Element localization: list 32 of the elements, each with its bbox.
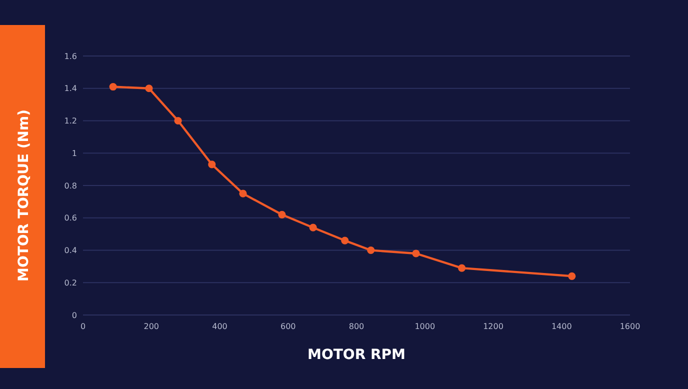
point <box>145 84 153 92</box>
point <box>239 190 247 198</box>
x-tick-label: 1400 <box>551 322 572 331</box>
x-tick-label: 200 <box>144 322 160 331</box>
x-axis-title: MOTOR RPM <box>308 347 406 363</box>
point <box>278 210 286 218</box>
point <box>174 116 182 125</box>
point <box>109 82 117 91</box>
y-tick-label: 0.8 <box>64 181 77 190</box>
x-tick-label: 1600 <box>620 322 640 331</box>
point <box>367 246 375 254</box>
y-tick-label: 0.4 <box>64 246 77 256</box>
x-tick-label: 400 <box>212 322 228 331</box>
y-tick-label: 1.6 <box>64 52 77 61</box>
point <box>208 160 216 168</box>
point <box>568 272 576 280</box>
y-tick-label: 1 <box>72 148 77 158</box>
x-tick-label: 0 <box>80 322 86 331</box>
x-tick-label: 1000 <box>414 322 436 331</box>
point <box>309 224 317 232</box>
y-tick-label: 0 <box>72 310 77 320</box>
y-tick-label: 1.4 <box>64 84 77 94</box>
y-axis-title: MOTOR TORQUE (Nm) <box>16 110 32 282</box>
y-tick-label: 0.2 <box>64 278 77 288</box>
point <box>341 236 349 244</box>
x-tick-label: 600 <box>280 322 296 331</box>
x-tick-label: 1200 <box>483 322 504 331</box>
point <box>412 250 420 258</box>
y-tick-label: 1.2 <box>64 116 77 126</box>
x-tick-label: 800 <box>348 322 364 331</box>
y-tick-label: 0.6 <box>64 214 77 223</box>
point <box>458 264 466 272</box>
